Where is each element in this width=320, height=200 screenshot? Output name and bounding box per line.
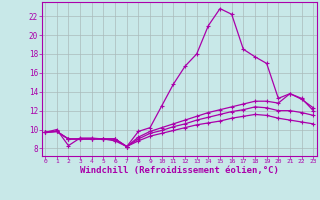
X-axis label: Windchill (Refroidissement éolien,°C): Windchill (Refroidissement éolien,°C) xyxy=(80,166,279,175)
